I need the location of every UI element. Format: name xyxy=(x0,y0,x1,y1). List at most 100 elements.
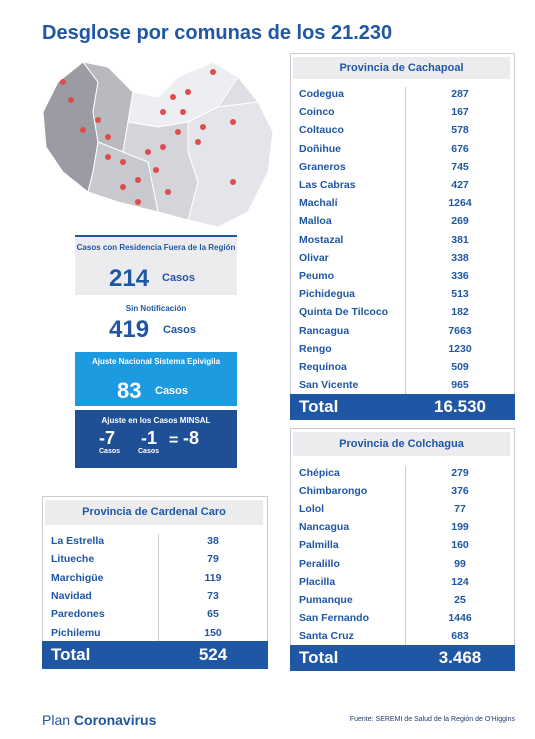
unnotified-label: Sin Notificación xyxy=(125,304,187,313)
total-bar xyxy=(290,645,515,671)
commune-name: Mostazal xyxy=(299,233,344,246)
column-divider xyxy=(158,534,159,644)
commune-name: Rancagua xyxy=(299,324,350,337)
table-header: Provincia de Cardenal Caro xyxy=(45,500,263,525)
commune-name: Pumanque xyxy=(299,593,353,606)
commune-cases: 150 xyxy=(204,626,222,639)
residence-value: 214 xyxy=(109,265,150,292)
total-label: Total xyxy=(51,645,91,664)
footer-brand: Plan Coronavirus xyxy=(42,712,156,728)
commune-name: Quinta De Tilcoco xyxy=(299,306,389,319)
commune-cases: 683 xyxy=(451,629,469,642)
commune-cases: 279 xyxy=(451,467,469,479)
commune-cases: 124 xyxy=(451,575,469,588)
commune-name: San Vicente xyxy=(299,379,359,392)
minsal-a-unit: Casos xyxy=(99,448,121,455)
region-map xyxy=(42,61,274,228)
minsal-box: Ajuste en los Casos MINSAL -7 Casos -1 C… xyxy=(75,410,237,468)
commune-name: La Estrella xyxy=(51,535,105,547)
commune-cases: 1446 xyxy=(448,611,472,624)
column-divider xyxy=(405,466,406,647)
column-divider xyxy=(405,87,406,397)
unnotified-value: 419 xyxy=(109,316,150,343)
commune-cases: 119 xyxy=(204,571,222,584)
total-bar xyxy=(42,641,268,669)
title: Desglose por comunas de los 21.230 xyxy=(42,22,393,44)
commune-name: Santa Cruz xyxy=(299,629,354,642)
commune-cases: 73 xyxy=(207,589,219,602)
commune-name: Coinco xyxy=(299,106,335,119)
minsal-b: -1 xyxy=(141,428,158,448)
national-adjust-value: 83 xyxy=(117,378,142,403)
commune-cases: 376 xyxy=(451,485,469,498)
commune-cases: 182 xyxy=(451,306,469,319)
national-adjust-label: Ajuste Nacional Sistema Epivigila xyxy=(91,357,221,366)
total-label: Total xyxy=(299,397,339,416)
footer-plan: Plan xyxy=(42,712,71,728)
minsal-b-unit: Casos xyxy=(138,448,160,455)
commune-name: Coltauco xyxy=(299,124,344,137)
commune-name: Rengo xyxy=(299,342,332,355)
commune-name: Palmilla xyxy=(299,539,339,552)
residence-label: Casos con Residencia Fuera de la Región xyxy=(76,243,236,252)
commune-cases: 38 xyxy=(207,535,219,547)
commune-cases: 7663 xyxy=(448,324,472,337)
commune-name: Peralillo xyxy=(299,557,340,570)
minsal-equals: = xyxy=(169,432,179,449)
commune-name: Paredones xyxy=(51,608,105,621)
commune-name: Litueche xyxy=(51,553,95,566)
footer-coronavirus: Coronavirus xyxy=(73,712,157,728)
commune-name: Nancagua xyxy=(299,521,350,534)
map-pins xyxy=(60,69,236,205)
commune-cases: 79 xyxy=(207,553,219,566)
commune-cases: 1230 xyxy=(448,342,472,355)
commune-name: Malloa xyxy=(299,215,332,228)
commune-cases: 338 xyxy=(451,251,469,264)
commune-cases: 287 xyxy=(451,88,469,100)
commune-name: Chimbarongo xyxy=(299,485,368,498)
commune-name: Requínoa xyxy=(299,361,347,373)
commune-cases: 336 xyxy=(451,270,469,282)
minsal-a: -7 xyxy=(99,428,116,448)
commune-cases: 1264 xyxy=(448,197,472,210)
commune-cases: 25 xyxy=(454,593,466,606)
commune-cases: 513 xyxy=(451,288,469,301)
commune-cases: 160 xyxy=(451,539,469,552)
commune-name: Placilla xyxy=(299,575,336,588)
commune-name: Machalí xyxy=(299,197,338,210)
minsal-label: Ajuste en los Casos MINSAL xyxy=(101,416,211,425)
commune-name: Pichidegua xyxy=(299,288,356,301)
footer-source: Fuente: SEREMI de Salud de la Región de … xyxy=(349,716,515,723)
unnotified-box: Sin Notificación 419 Casos xyxy=(75,300,237,345)
commune-cases: 99 xyxy=(454,557,466,570)
commune-name: Pichilemu xyxy=(51,626,101,639)
commune-name: Lolol xyxy=(299,503,325,516)
commune-name: Graneros xyxy=(299,160,346,173)
commune-cases: 167 xyxy=(451,106,469,119)
commune-name: San Fernando xyxy=(299,611,370,624)
residence-box: Casos con Residencia Fuera de la Región … xyxy=(75,235,237,295)
minsal-total: -8 xyxy=(183,428,200,448)
unnotified-unit: Casos xyxy=(163,324,197,336)
commune-name: Las Cabras xyxy=(299,179,356,191)
total-value: 16.530 xyxy=(434,397,486,416)
total-bar xyxy=(290,394,515,420)
commune-cases: 269 xyxy=(451,215,469,228)
commune-cases: 77 xyxy=(454,503,466,516)
commune-cases: 745 xyxy=(451,160,469,173)
commune-cases: 381 xyxy=(451,233,469,246)
commune-name: Olivar xyxy=(299,251,329,264)
table-header: Provincia de Colchagua xyxy=(293,432,510,456)
residence-unit: Casos xyxy=(162,272,196,284)
commune-cases: 578 xyxy=(451,124,469,137)
total-value: 3.468 xyxy=(438,648,482,667)
commune-name: Doñihue xyxy=(299,142,341,155)
commune-name: Peumo xyxy=(299,270,335,282)
total-value: 524 xyxy=(198,645,228,664)
commune-name: Navidad xyxy=(51,589,92,602)
commune-cases: 199 xyxy=(451,521,469,534)
commune-cases: 676 xyxy=(451,142,469,155)
commune-cases: 509 xyxy=(451,361,469,373)
table-header: Provincia de Cachapoal xyxy=(293,57,510,79)
